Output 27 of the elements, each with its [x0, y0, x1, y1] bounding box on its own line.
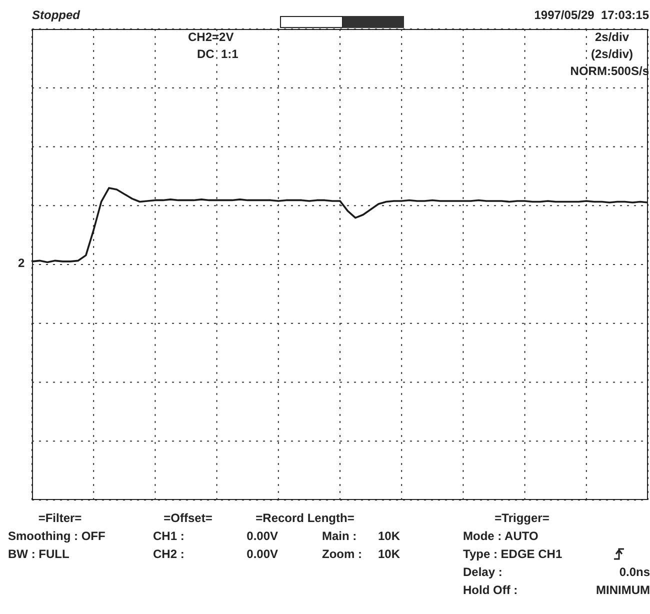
text: 10K — [378, 547, 400, 561]
text: 2s/div — [594, 30, 630, 44]
text: (2s/div) — [590, 47, 634, 61]
text: Hold Off : — [463, 583, 518, 597]
text: Delay : — [463, 565, 502, 579]
text: 0.00V — [246, 529, 278, 543]
text: 1997/05/29 17:03:15 — [534, 8, 649, 22]
text: BW : FULL — [8, 547, 70, 561]
text: CH1 : — [153, 529, 184, 543]
text: Smoothing : OFF — [8, 529, 106, 543]
text: Type : EDGE CH1 — [463, 547, 562, 561]
text: Main : — [322, 529, 357, 543]
text: Stopped — [32, 8, 80, 22]
text: Zoom : — [322, 547, 362, 561]
text: =Filter= — [38, 511, 82, 525]
text: CH2=2V — [188, 30, 234, 44]
text: 10K — [378, 529, 400, 543]
text: 0.0ns — [619, 565, 650, 579]
text: MINIMUM — [596, 583, 650, 597]
text: 0.00V — [246, 547, 278, 561]
text: DC 1:1 — [197, 47, 238, 61]
text: CH2 : — [153, 547, 184, 561]
text: =Record Length= — [256, 511, 354, 525]
text: =Offset= — [164, 511, 212, 525]
text: =Trigger= — [494, 511, 550, 525]
text: 2 — [18, 256, 25, 270]
text: Mode : AUTO — [463, 529, 538, 543]
